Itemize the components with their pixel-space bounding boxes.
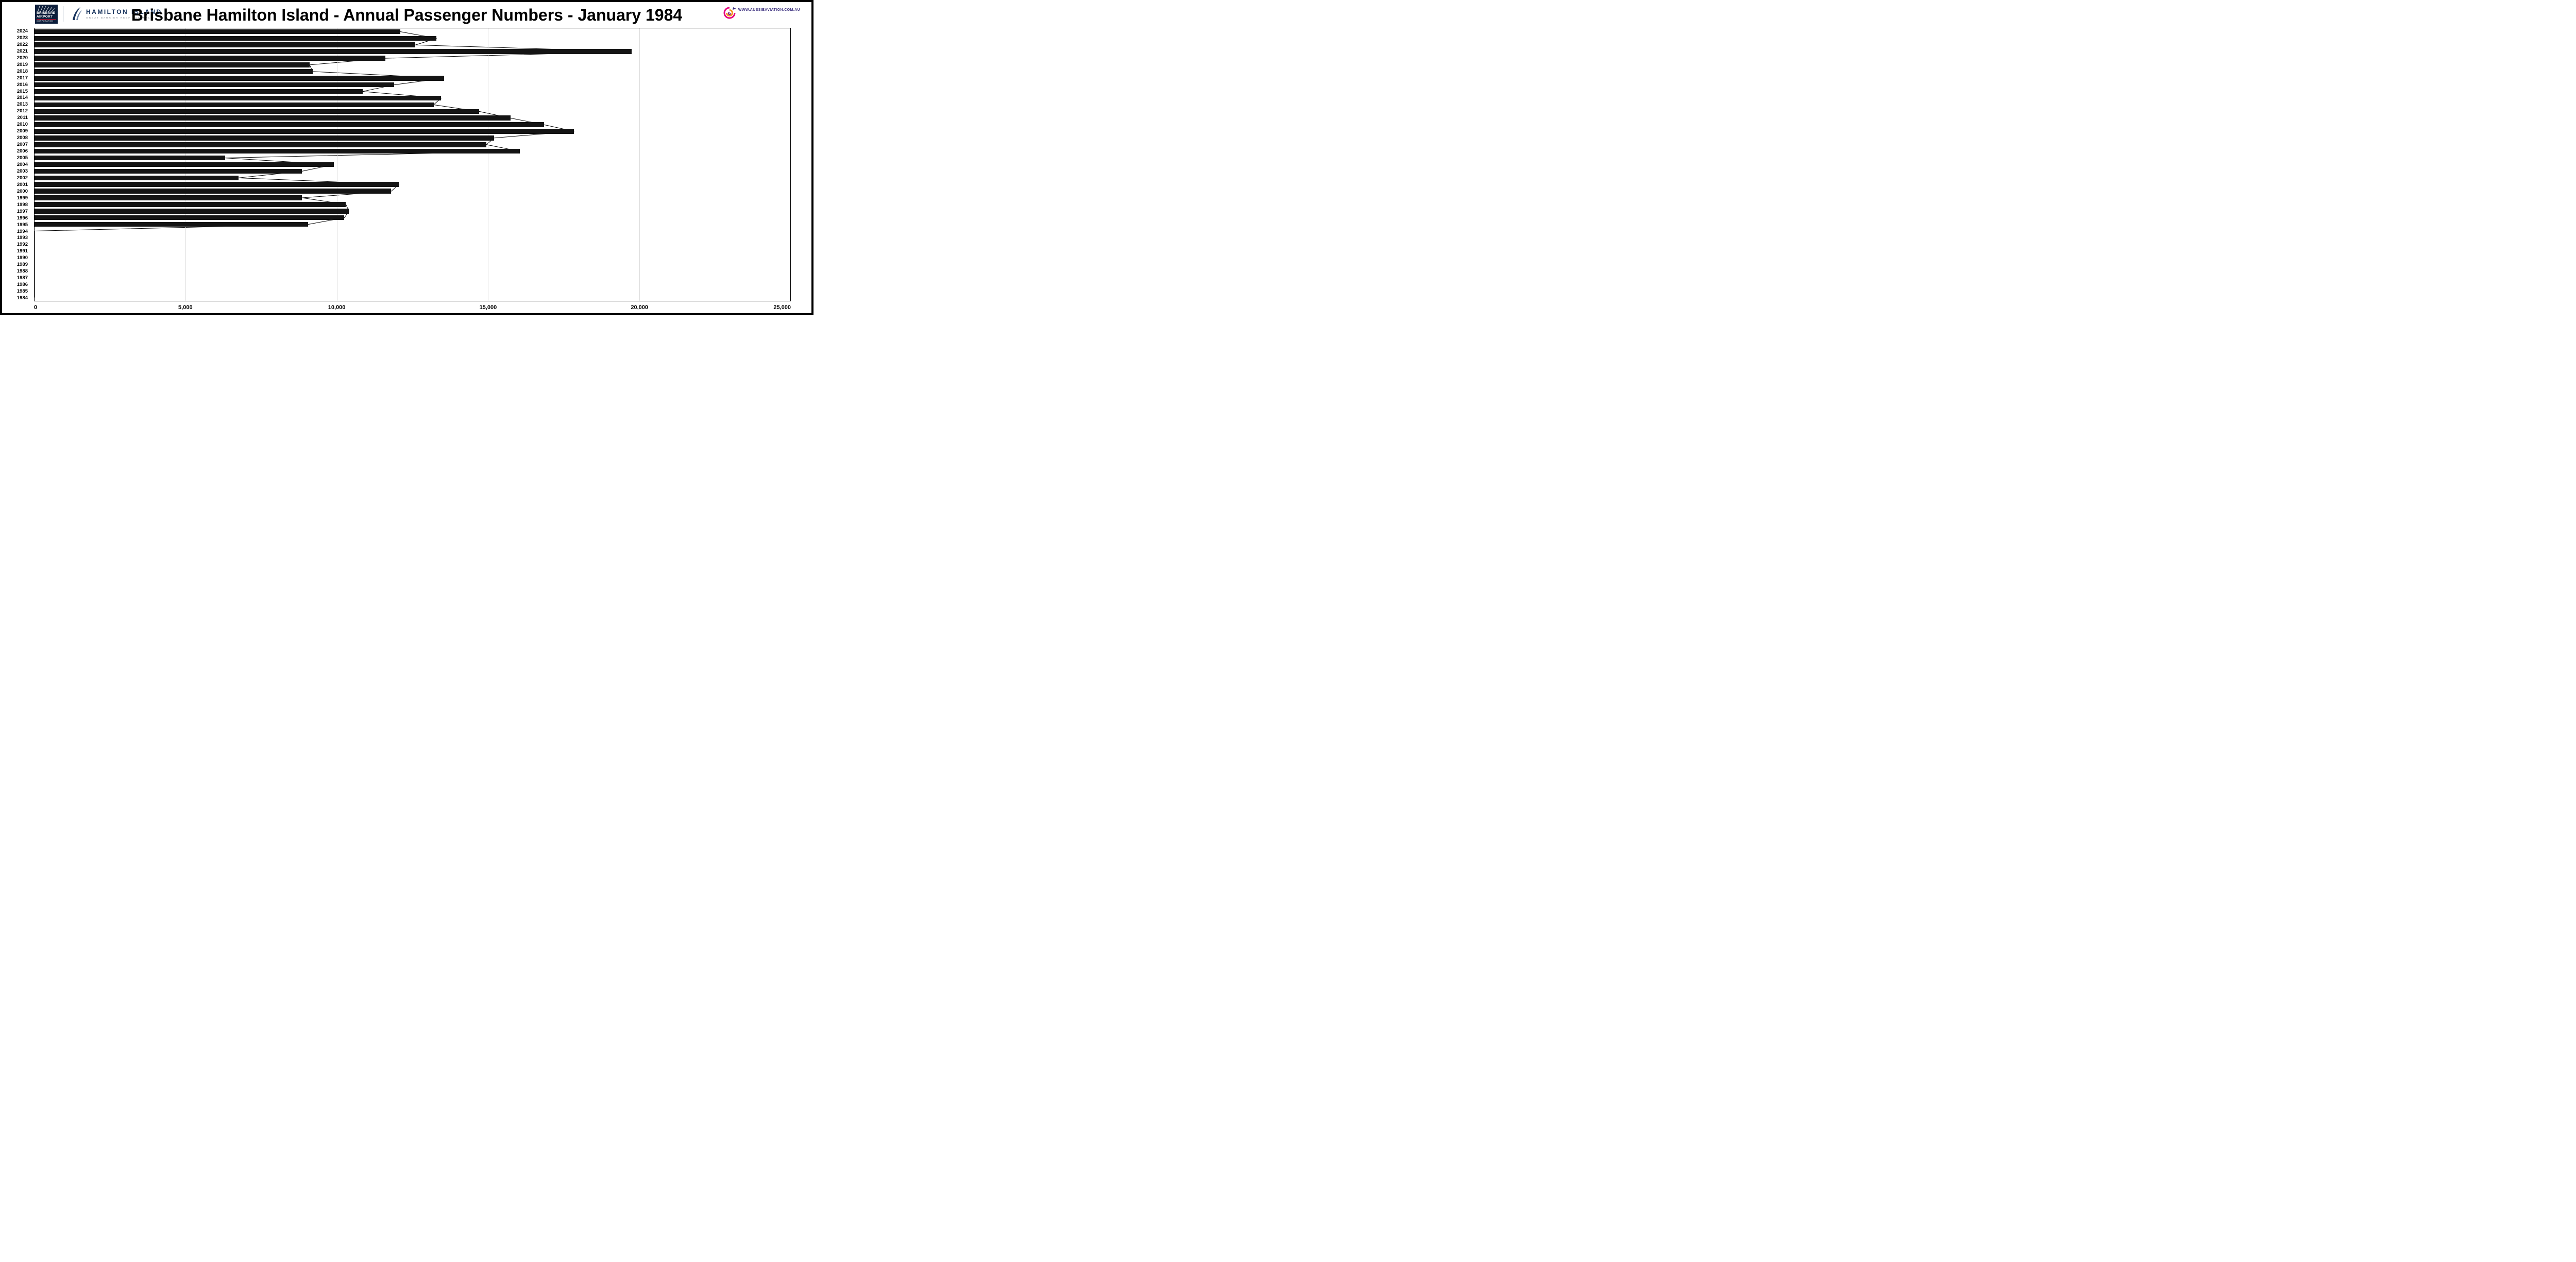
y-axis-label-2009: 2009: [16, 128, 28, 134]
bar-1999: [35, 195, 302, 200]
gridline: [639, 28, 640, 301]
x-axis: 0 5,000 10,000 15,000 20,000 25,000: [34, 303, 791, 313]
y-axis-label-2013: 2013: [16, 101, 28, 108]
y-axis-label-2004: 2004: [16, 161, 28, 167]
bar-2020: [35, 56, 385, 61]
bar-2017: [35, 75, 445, 81]
y-axis-label-1992: 1992: [16, 242, 28, 248]
plot-area: [34, 28, 791, 301]
bar-2005: [35, 155, 225, 161]
bar-2014: [35, 95, 442, 101]
bar-2009: [35, 129, 574, 134]
bar-2011: [35, 115, 511, 121]
y-axis-label-1987: 1987: [16, 275, 28, 281]
bar-2008: [35, 135, 494, 141]
y-axis-label-1998: 1998: [16, 201, 28, 208]
bar-2023: [35, 36, 437, 41]
bar-2015: [35, 89, 363, 94]
x-axis-label-15000: 15,000: [479, 304, 497, 311]
y-axis-label-1997: 1997: [16, 208, 28, 214]
y-axis-label-1985: 1985: [16, 288, 28, 295]
hamilton-island-name: HAMILTON ISLAND: [86, 8, 162, 15]
bar-1997: [35, 209, 349, 214]
bac-logo-text-corporation: CORPORATION: [37, 19, 56, 23]
y-axis-label-2002: 2002: [16, 175, 28, 181]
y-axis-label-2003: 2003: [16, 168, 28, 174]
chart-frame: BRISBANE AIRPORT CORPORATION HAMILTON IS…: [0, 0, 814, 315]
bar-2019: [35, 62, 310, 67]
bac-logo-text-airport: AIRPORT: [37, 15, 53, 19]
y-axis-label-1996: 1996: [16, 215, 28, 221]
bar-1996: [35, 215, 345, 220]
y-axis-label-2024: 2024: [16, 28, 28, 34]
y-axis-label-2021: 2021: [16, 48, 28, 54]
bar-2006: [35, 148, 520, 154]
page-title: Brisbane Hamilton Island - Annual Passen…: [131, 6, 683, 24]
x-axis-label-0: 0: [34, 304, 38, 311]
aussie-aviation-logo: WWW.AUSSIEAVIATION.COM.AU: [723, 6, 800, 20]
x-axis-label-20000: 20,000: [631, 304, 649, 311]
bar-1995: [35, 221, 309, 227]
y-axis-label-2010: 2010: [16, 122, 28, 128]
y-axis-label-2001: 2001: [16, 181, 28, 187]
x-axis-label-10000: 10,000: [328, 304, 346, 311]
y-axis-label-2016: 2016: [16, 81, 28, 88]
header: BRISBANE AIRPORT CORPORATION HAMILTON IS…: [2, 2, 811, 28]
y-axis-label-1999: 1999: [16, 195, 28, 201]
y-axis-label-2019: 2019: [16, 61, 28, 67]
bar-2024: [35, 29, 401, 35]
y-axis-label-2022: 2022: [16, 41, 28, 47]
y-axis-label-2006: 2006: [16, 148, 28, 155]
x-axis-label-25000: 25,000: [773, 304, 791, 311]
y-axis-label-2014: 2014: [16, 95, 28, 101]
aussie-aviation-swirl-icon: [723, 7, 736, 19]
bar-2012: [35, 109, 479, 114]
y-axis-label-1991: 1991: [16, 248, 28, 254]
hamilton-island-sails-icon: [73, 7, 82, 20]
bar-2007: [35, 142, 487, 147]
bar-2016: [35, 82, 395, 88]
y-axis-label-2018: 2018: [16, 68, 28, 74]
y-axis-label-2007: 2007: [16, 142, 28, 148]
y-axis-label-2023: 2023: [16, 35, 28, 41]
bar-2003: [35, 168, 302, 174]
hamilton-island-logo: HAMILTON ISLAND GREAT BARRIER REEF AUSTR…: [63, 6, 162, 22]
y-axis-label-2005: 2005: [16, 155, 28, 161]
bar-2013: [35, 102, 434, 108]
brisbane-airport-logo: BRISBANE AIRPORT CORPORATION: [35, 5, 58, 24]
y-axis-label-2008: 2008: [16, 135, 28, 141]
bar-2004: [35, 162, 334, 167]
bar-2010: [35, 122, 544, 127]
bar-2002: [35, 175, 239, 181]
y-axis-label-2000: 2000: [16, 188, 28, 194]
bar-1998: [35, 202, 346, 207]
bar-2018: [35, 69, 313, 74]
y-axis-label-1986: 1986: [16, 282, 28, 288]
bar-2021: [35, 49, 632, 54]
y-axis-label-1995: 1995: [16, 221, 28, 228]
y-axis-label-2020: 2020: [16, 55, 28, 61]
y-axis-label-1989: 1989: [16, 262, 28, 268]
hamilton-island-tagline: GREAT BARRIER REEF AUSTRALIA: [86, 17, 155, 20]
y-axis-label-2017: 2017: [16, 75, 28, 81]
y-axis-label-1993: 1993: [16, 235, 28, 241]
y-axis-label-2011: 2011: [17, 115, 28, 121]
y-axis-label-1988: 1988: [16, 268, 28, 275]
bac-fan-icon: [37, 6, 56, 13]
bar-2000: [35, 189, 392, 194]
y-axis-label-2015: 2015: [16, 88, 28, 94]
y-axis-label-1990: 1990: [16, 255, 28, 261]
y-axis-label-2012: 2012: [16, 108, 28, 114]
bac-logo-text-brisbane: BRISBANE: [37, 11, 56, 15]
x-axis-label-5000: 5,000: [178, 304, 193, 311]
bar-2001: [35, 182, 399, 187]
y-axis: 2024 2023 2022 2021 2020 2019 2018 2017 2016 2015…: [2, 28, 32, 301]
y-axis-label-1984: 1984: [16, 295, 28, 301]
y-axis-label-1994: 1994: [16, 228, 28, 234]
bar-2022: [35, 42, 416, 48]
aussie-aviation-url: WWW.AUSSIEAVIATION.COM.AU: [738, 8, 800, 12]
